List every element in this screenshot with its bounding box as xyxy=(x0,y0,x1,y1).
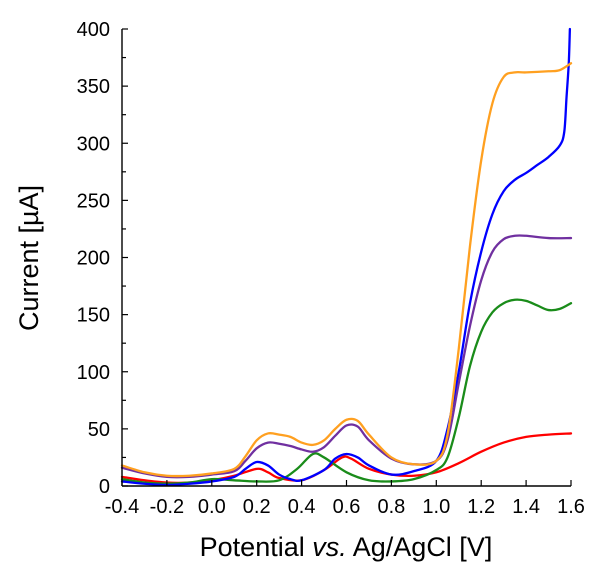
y-tick-label: 0 xyxy=(99,476,110,498)
x-tick-label: 0.0 xyxy=(198,496,226,518)
series-line-3 xyxy=(120,234,573,479)
y-tick-label: 50 xyxy=(88,419,110,441)
x-axis-title-part: Potential xyxy=(200,532,313,562)
y-tick-label: 200 xyxy=(77,248,110,270)
x-tick-label: -0.2 xyxy=(150,496,184,518)
y-tick-label: 350 xyxy=(77,76,110,98)
x-tick-label: 1.6 xyxy=(557,496,585,518)
y-tick-label: 100 xyxy=(77,362,110,384)
x-axis-title-italic: vs. xyxy=(312,532,347,562)
x-axis-title-part: Ag/AgCl [V] xyxy=(347,532,493,562)
y-tick-label: 300 xyxy=(77,133,110,155)
x-tick-label: 1.2 xyxy=(467,496,495,518)
x-tick-label: 0.4 xyxy=(288,496,316,518)
x-ticks: -0.4 -0.2 0.0 0.2 0.4 0.6 0.8 1.0 1.2 1.4 1.6 xyxy=(105,480,585,518)
series-line-2 xyxy=(120,27,572,487)
x-tick-label: -0.4 xyxy=(105,496,139,518)
y-tick-label: 400 xyxy=(77,19,110,41)
x-axis-title: Potential vs. Ag/AgCl [V] xyxy=(200,532,493,562)
series-layer xyxy=(120,27,573,487)
series-line-4 xyxy=(120,62,573,478)
x-tick-label: 0.8 xyxy=(377,496,405,518)
x-tick-label: 1.0 xyxy=(422,496,450,518)
y-tick-label: 250 xyxy=(77,190,110,212)
y-ticks: 0 50 100 150 200 250 300 350 400 xyxy=(77,19,128,498)
x-tick-label: 0.2 xyxy=(243,496,271,518)
x-tick-label: 0.6 xyxy=(333,496,361,518)
y-axis-title: Current [µA] xyxy=(14,185,44,331)
y-tick-label: 150 xyxy=(77,305,110,327)
x-tick-label: 1.4 xyxy=(512,496,540,518)
